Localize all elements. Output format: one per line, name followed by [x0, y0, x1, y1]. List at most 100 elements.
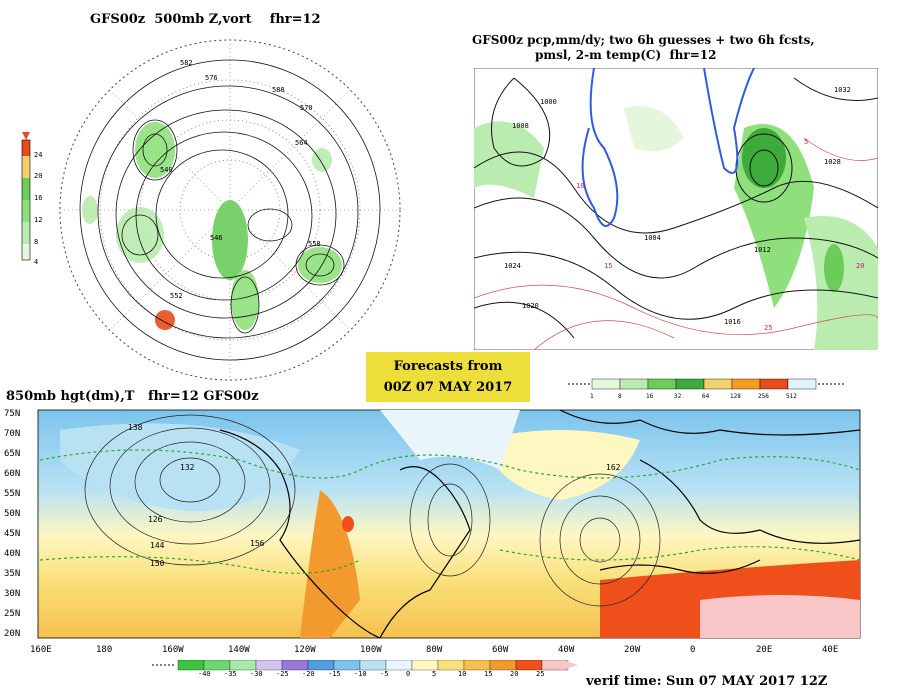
lon-label: 100W: [360, 645, 382, 655]
temp-legend-swatch: [463, 660, 491, 671]
panel-500mb-title: GFS00z 500mb Z,vort fhr=12: [90, 12, 321, 27]
temp-legend-label: 0: [406, 670, 410, 676]
lat-label: 75N: [4, 409, 20, 419]
svg-text:10: 10: [576, 182, 584, 190]
pcp-legend: 1 8 16 32 64 128 256 512: [568, 378, 844, 400]
lon-label: 0: [690, 645, 695, 655]
pcp-legend-swatch: [591, 378, 621, 390]
lat-label: 55N: [4, 489, 20, 499]
isotherms: [39, 449, 861, 574]
lon-label: 180: [96, 645, 112, 655]
svg-text:1004: 1004: [644, 234, 661, 242]
height-contours-850: [84, 414, 661, 607]
svg-text:5: 5: [804, 138, 808, 146]
pcp-legend-swatch: [703, 378, 733, 390]
panel-pcp-map: 1000 1004 1008 1012 1016 1020 1024 1028 …: [474, 68, 878, 350]
lat-label: 60N: [4, 469, 20, 479]
lon-label: 160W: [162, 645, 184, 655]
latitude-labels: 75N 70N 65N 60N 55N 50N 45N 40N 35N 30N 25N 20N: [4, 409, 20, 639]
svg-text:1000: 1000: [540, 98, 557, 106]
temp-legend-swatch: [177, 660, 205, 671]
isobars: [474, 77, 878, 339]
temp-legend-label: -40: [198, 670, 211, 676]
lon-label: 160E: [30, 645, 52, 655]
svg-text:24: 24: [34, 151, 42, 159]
temp-legend-label: 15: [484, 670, 492, 676]
longitude-labels: 160E 180 160W 140W 120W 100W 80W 60W 40W 20W 0 20E 4…: [30, 645, 838, 655]
lat-label: 25N: [4, 609, 20, 619]
pressure-labels: 1000 1004 1008 1012 1016 1020 1024 1028 …: [504, 86, 851, 326]
svg-text:1016: 1016: [724, 318, 741, 326]
temp-legend: -40 -35 -30 -25 -20 -15 -10 -5 0 5 10 15 20 25: [152, 660, 578, 676]
coastlines: [219, 409, 861, 639]
svg-text:552: 552: [170, 292, 183, 300]
temp-legend-swatch: [281, 660, 309, 671]
panel-pcp-title-line2: pmsl, 2-m temp(C) fhr=12: [535, 48, 717, 62]
temp-legend-label: -10: [354, 670, 367, 676]
svg-text:144: 144: [150, 541, 165, 550]
svg-text:150: 150: [150, 559, 165, 568]
svg-text:576: 576: [205, 74, 218, 82]
temp-legend-label: 5: [432, 670, 436, 676]
verif-time: verif time: Sun 07 MAY 2017 12Z: [586, 674, 828, 689]
temp-legend-label: -35: [224, 670, 237, 676]
temp-legend-swatch: [307, 660, 335, 671]
forecast-line1: Forecasts from: [393, 359, 503, 374]
temp-labels: 5 10 15 20 25: [576, 138, 864, 332]
svg-text:126: 126: [148, 515, 163, 524]
temp-legend-swatch: [203, 660, 231, 671]
temp-legend-swatch: [489, 660, 517, 671]
svg-text:132: 132: [180, 463, 195, 472]
temp-legend-swatch: [359, 660, 387, 671]
temp-legend-swatch: [411, 660, 439, 671]
temp-legend-label: -25: [276, 670, 289, 676]
lat-label: 65N: [4, 449, 20, 459]
temp-legend-label: -15: [328, 670, 341, 676]
lon-label: 40W: [558, 645, 575, 655]
temp-legend-swatch: [255, 660, 283, 671]
svg-text:1012: 1012: [754, 246, 771, 254]
legend-arrow-right: [562, 660, 578, 670]
pcp-legend-label: 512: [786, 393, 797, 400]
lat-label: 50N: [4, 509, 20, 519]
svg-text:8: 8: [34, 238, 38, 246]
temp-legend-swatch: [515, 660, 543, 671]
temp-legend-label: -30: [250, 670, 263, 676]
lat-label: 70N: [4, 429, 20, 439]
forecast-line2: 00Z 07 MAY 2017: [383, 380, 513, 395]
contour-labels-850: 138 132 126 144 150 156 162: [128, 423, 621, 568]
svg-text:156: 156: [250, 539, 265, 548]
svg-text:1032: 1032: [834, 86, 851, 94]
svg-text:546: 546: [210, 234, 223, 242]
pcp-legend-swatch: [619, 378, 649, 390]
pcp-legend-swatch: [787, 378, 817, 390]
svg-text:540: 540: [160, 166, 173, 174]
panel-pcp-title-line1: GFS00z pcp,mm/dy; two 6h guesses + two 6…: [472, 33, 815, 47]
pcp-legend-swatch: [759, 378, 789, 390]
lon-label: 20W: [624, 645, 641, 655]
legend-arrow-top: [22, 132, 30, 140]
pcp-legend-swatch: [675, 378, 705, 390]
height-contours: [79, 59, 381, 361]
pcp-legend-label: 16: [646, 393, 654, 400]
temperature-shading: [60, 410, 860, 638]
temp-legend-label: 10: [458, 670, 466, 676]
lon-label: 80W: [426, 645, 443, 655]
temp-legend-label: -20: [302, 670, 315, 676]
pcp-legend-label: 1: [590, 393, 594, 400]
svg-text:20: 20: [34, 172, 42, 180]
svg-text:138: 138: [128, 423, 143, 432]
lon-label: 20E: [756, 645, 772, 655]
pcp-legend-label: 256: [758, 393, 769, 400]
pcp-legend-label: 128: [730, 393, 741, 400]
panel-850mb-title: 850mb hgt(dm),T fhr=12 GFS00z: [6, 389, 259, 404]
lat-label: 40N: [4, 549, 20, 559]
svg-text:20: 20: [856, 262, 864, 270]
pcp-legend-swatch: [647, 378, 677, 390]
vorticity-legend: 24 20 16 12 8 4: [21, 132, 42, 266]
svg-text:15: 15: [604, 262, 612, 270]
freezing-line: [581, 68, 755, 227]
lon-label: 120W: [294, 645, 316, 655]
temp-legend-swatch: [333, 660, 361, 671]
pcp-legend-label: 8: [618, 393, 622, 400]
